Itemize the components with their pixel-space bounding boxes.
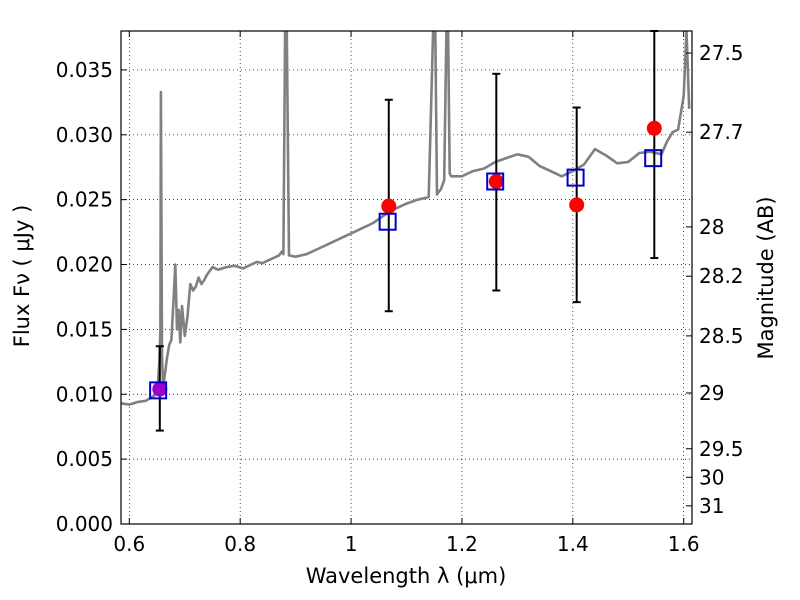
y-right-tick-label: 29 — [699, 381, 724, 405]
x-axis-title: Wavelength λ (μm) — [306, 564, 507, 588]
x-tick-label: 1 — [345, 532, 358, 556]
y-right-axis-title: Magnitude (AB) — [754, 196, 778, 359]
y-tick-label: 0.000 — [56, 512, 113, 536]
x-tick-label: 0.8 — [224, 532, 256, 556]
model-photometry-square — [644, 149, 663, 168]
y-right-tick-label: 29.5 — [699, 437, 744, 461]
plot-frame — [120, 30, 693, 525]
y-tick-label: 0.030 — [56, 123, 113, 147]
spectrum-line — [121, 31, 691, 406]
model-photometry-square — [566, 168, 585, 187]
y-right-tick-label: 30 — [699, 465, 724, 489]
y-right-tick-label: 28.2 — [699, 264, 744, 288]
y-tick-label: 0.005 — [56, 447, 113, 471]
y-right-tick-label: 27.5 — [699, 41, 744, 65]
y-right-tick-label: 28.5 — [699, 324, 744, 348]
observed-point — [381, 198, 397, 214]
model-photometry-square — [149, 381, 168, 400]
y-tick-label: 0.035 — [56, 58, 113, 82]
observed-point — [569, 197, 585, 213]
model-photometry-square — [486, 172, 505, 191]
plot-area — [121, 30, 691, 432]
y-right-tick-label: 28 — [699, 215, 724, 239]
y-tick-label: 0.010 — [56, 382, 113, 406]
x-tick-label: 1.2 — [446, 532, 478, 556]
y-tick-label: 0.025 — [56, 188, 113, 212]
y-tick-label: 0.015 — [56, 317, 113, 341]
axes: 0.6 0.8 1 1.2 1.4 1.6 0.000 0.005 0.010 0.015 0.02… — [56, 31, 744, 556]
x-tick-label: 1.6 — [668, 532, 700, 556]
y-tick-label: 0.020 — [56, 253, 113, 277]
observed-point — [488, 173, 504, 189]
plot-content — [121, 31, 691, 406]
x-tick-label: 1.4 — [557, 532, 589, 556]
observed-point — [646, 120, 662, 136]
y-right-tick-label: 27.7 — [699, 120, 744, 144]
model-photometry-square — [378, 212, 397, 231]
observed-point — [152, 381, 168, 397]
y-right-tick-label: 31 — [699, 494, 724, 518]
y-axis-title: Flux Fν ( μJy ) — [10, 205, 34, 348]
x-tick-label: 0.6 — [113, 532, 145, 556]
